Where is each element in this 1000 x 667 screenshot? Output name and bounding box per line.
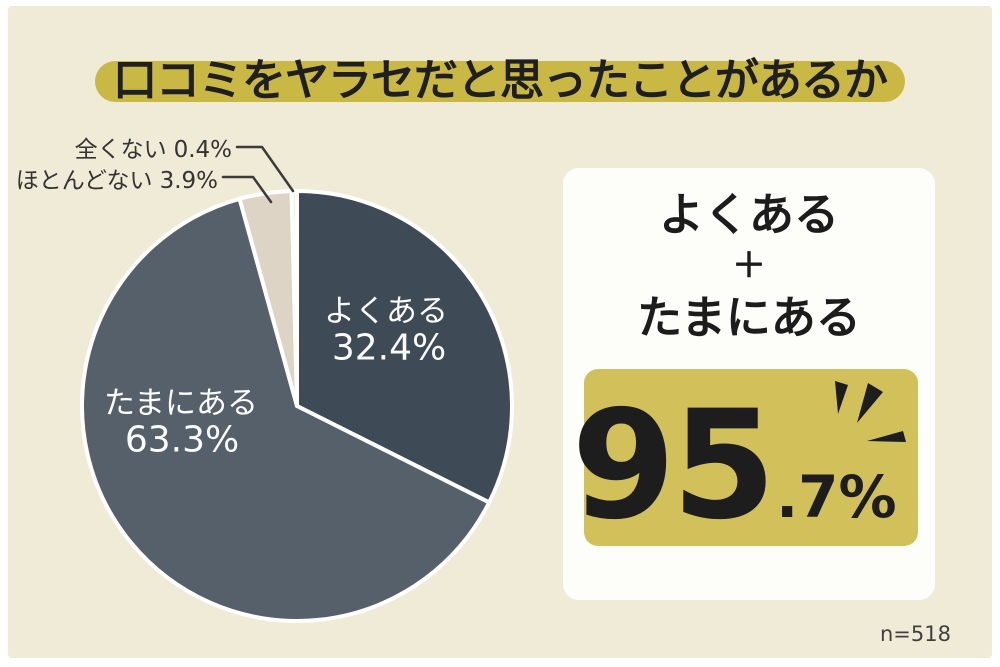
summary-line2: たまにある [637, 291, 861, 344]
summary-card: よくある ＋ たまにある 95.7% [563, 168, 935, 600]
highlight-value-box: 95.7% [571, 369, 918, 546]
emphasis-burst-icon [835, 381, 906, 442]
summary-line1: よくある [658, 188, 839, 241]
slice-value-sometimes: 63.3% [124, 419, 240, 461]
title-marker-highlight [95, 61, 905, 102]
sample-size: n=518 [880, 622, 951, 646]
summary-card-text: よくある ＋ たまにある [563, 192, 935, 340]
slice-label-sometimes: たまにある [103, 385, 259, 422]
callout-rare-value: 3.9% [159, 168, 218, 194]
callout-rare: ほとんどない 3.9% [16, 161, 218, 195]
pie-slice-1 [80, 196, 492, 623]
leader-line-rare [221, 175, 273, 204]
value-suffix: .7% [776, 463, 897, 531]
callout-zero: 全くない 0.4% [75, 130, 232, 164]
slice-value-often: 32.4% [331, 327, 447, 369]
callout-zero-value: 0.4% [173, 137, 232, 163]
value-main: 95 [571, 379, 776, 553]
pie-slice-0 [295, 189, 514, 505]
plus-sign: ＋ [732, 246, 766, 286]
callout-zero-label: 全くない [74, 137, 167, 163]
callout-rare-label: ほとんどない [15, 168, 153, 194]
slice-label-often: よくある [324, 293, 448, 330]
pie [80, 189, 514, 623]
highlight-value: 95.7% [571, 369, 918, 546]
page-title: 口コミをヤラセだと思ったことがあるか [113, 55, 888, 106]
leader-line-zero [235, 145, 295, 193]
